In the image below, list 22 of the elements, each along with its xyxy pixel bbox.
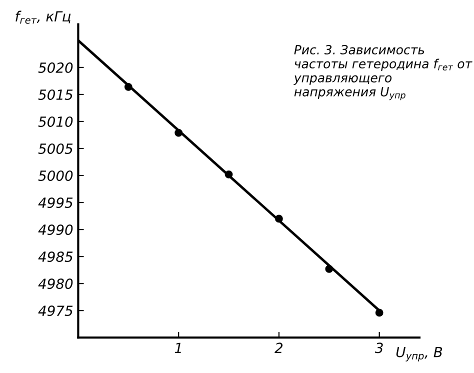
y-tick-label: 5010: [38, 116, 73, 127]
point: [124, 82, 132, 91]
x-tick-label: 3: [374, 342, 383, 354]
y-tick-label: 4985: [38, 252, 73, 262]
point: [325, 265, 334, 273]
x-axis-title: U$_{упр}$, В: [396, 346, 442, 362]
y-tick-label: 4990: [38, 224, 73, 235]
y-tick-label: 5005: [38, 143, 73, 154]
text: Рис. 3. Зависимость частоты гетеродина f$_{гет}$ от управляющего напряжения U$_{упр}$: [294, 44, 472, 100]
y-tick-label: 4995: [38, 197, 73, 208]
y-tick-label: 5015: [38, 89, 73, 100]
point: [224, 170, 233, 178]
point: [375, 308, 384, 317]
point: [275, 214, 283, 223]
y-axis-title: f$_{гет}$, кГц: [16, 10, 71, 24]
x-tick-label: 1: [174, 342, 181, 353]
y-tick-label: 4980: [38, 278, 73, 290]
y-tick-label: 5000: [38, 170, 73, 181]
y-tick-label: 4975: [38, 306, 73, 316]
y-tick-label: 5020: [38, 62, 73, 73]
point: [174, 128, 183, 137]
x-tick-label: 2: [274, 342, 283, 353]
